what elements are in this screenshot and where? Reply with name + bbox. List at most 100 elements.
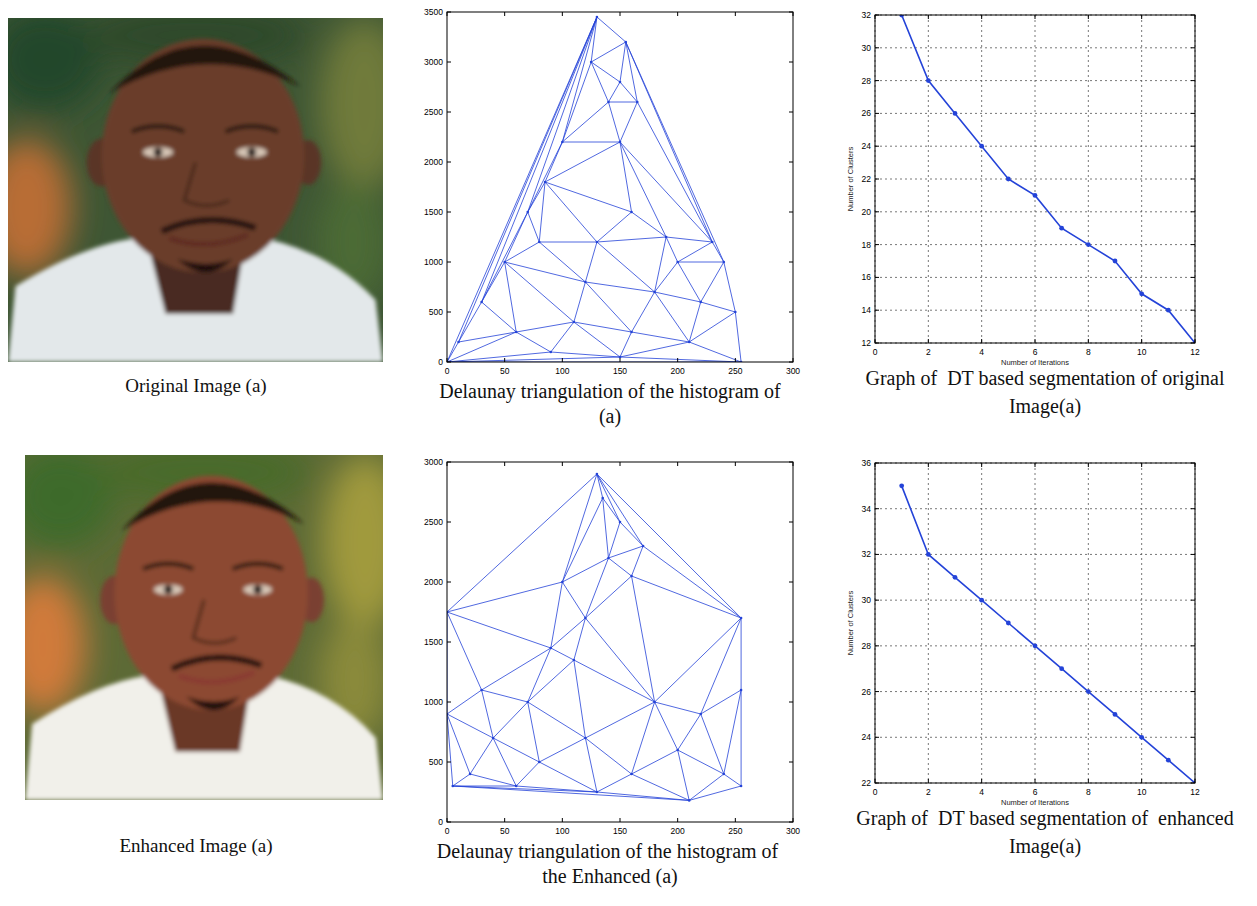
triangle-edge: [603, 498, 609, 558]
histogram-point: [480, 689, 483, 692]
histogram-point: [688, 799, 691, 802]
histogram-point: [607, 101, 610, 104]
series-line: [902, 486, 1195, 783]
caption-line: Graph of DT based segmentation of origin…: [866, 367, 1225, 390]
triangle-edge: [689, 312, 735, 342]
triangle-edge: [678, 242, 713, 262]
y-tick-label: 26: [862, 687, 872, 697]
y-tick-label: 2500: [424, 517, 443, 527]
x-tick-label: 4: [979, 347, 984, 357]
triangle-edge: [528, 648, 551, 702]
triangle-edge: [482, 648, 551, 690]
triangle-edge: [551, 322, 574, 352]
triangle-edge: [574, 660, 655, 702]
y-tick-label: 500: [429, 757, 443, 767]
brow: [132, 126, 185, 131]
x-tick-label: 250: [728, 366, 742, 376]
y-tick-label: 500: [429, 307, 443, 317]
triangle-edge: [620, 142, 712, 242]
y-tick: [447, 262, 451, 263]
triangle-edge: [447, 582, 562, 612]
x-tick: [1035, 339, 1036, 343]
triangle-edge: [562, 474, 597, 582]
triangle-edge: [447, 342, 459, 362]
triangle-edge: [493, 738, 516, 786]
x-tick: [1088, 339, 1089, 343]
x-tick: [504, 358, 505, 362]
triangle-edge: [620, 42, 626, 82]
triangle-edge: [632, 546, 644, 576]
histogram-point: [561, 141, 564, 144]
x-tick-label: 2: [926, 347, 931, 357]
triangle-edge: [591, 42, 626, 62]
caption-line: Graph of DT based segmentation of enhanc…: [856, 807, 1233, 830]
caption-line: the Enhanced (a): [542, 865, 677, 888]
pupil: [164, 585, 173, 594]
histogram-point: [711, 241, 714, 244]
triangle-edge: [447, 612, 551, 648]
x-tick-label: 8: [1086, 347, 1091, 357]
triangle-edge: [603, 498, 620, 522]
histogram-point: [630, 575, 633, 578]
triangle-edge: [655, 237, 667, 292]
triangle-edge: [562, 582, 585, 618]
triangle-edge: [620, 342, 689, 357]
histogram-point: [596, 473, 599, 476]
plot-area: [875, 15, 1195, 343]
series-marker: [1059, 226, 1064, 231]
grid-line: [875, 47, 1195, 48]
mustache: [162, 220, 256, 231]
triangle-edge: [447, 357, 620, 362]
triangle-edge: [562, 558, 608, 582]
y-tick-label: 1500: [424, 637, 443, 647]
hair: [109, 45, 300, 93]
head: [102, 39, 305, 273]
x-tick: [504, 12, 505, 16]
x-tick: [735, 462, 736, 466]
brow: [226, 126, 279, 131]
axes-frame: [875, 15, 1195, 343]
triangle-edge: [545, 182, 597, 242]
triangle-edge: [678, 714, 701, 750]
eye: [154, 584, 183, 594]
x-tick-label: 4: [979, 787, 984, 797]
x-axis-title: Number of Iterations: [1001, 798, 1069, 807]
caption-line: Image(a): [1009, 835, 1081, 858]
triangle-edge: [493, 738, 539, 762]
y-tick-label: 26: [862, 108, 872, 118]
x-tick: [1088, 779, 1089, 783]
triangle-edge: [562, 17, 597, 142]
chart: 0246810121214161820222426283032Number of…: [846, 10, 1200, 367]
histogram-point: [515, 785, 518, 788]
y-tick-label: 30: [862, 595, 872, 605]
y-tick-label: 24: [862, 732, 872, 742]
series-marker: [953, 111, 958, 116]
y-tick-label: 1000: [424, 257, 443, 267]
histogram-point: [526, 211, 529, 214]
y-tick: [789, 262, 793, 263]
x-tick: [981, 15, 982, 19]
histogram-point: [561, 581, 564, 584]
y-tick-label: 30: [862, 43, 872, 53]
triangle-edge: [539, 762, 597, 792]
photo: [8, 18, 383, 362]
triangle-edge: [585, 282, 631, 332]
y-tick: [447, 112, 451, 113]
y-tick: [875, 600, 879, 601]
y-tick: [875, 691, 879, 692]
histogram-point: [636, 101, 639, 104]
caption-line: Delaunay triangulation of the histogram …: [437, 840, 784, 863]
series-marker: [1006, 621, 1011, 626]
y-tick: [875, 47, 879, 48]
histogram-point: [740, 689, 743, 692]
histogram-point: [492, 737, 495, 740]
y-tick-label: 1000: [424, 697, 443, 707]
histogram-point: [596, 791, 599, 794]
x-tick: [677, 462, 678, 466]
x-tick: [928, 15, 929, 19]
triangle-edge: [528, 660, 574, 702]
x-tick-label: 50: [500, 366, 510, 376]
histogram-point: [515, 331, 518, 334]
grid-line: [875, 277, 1195, 278]
x-tick: [1141, 779, 1142, 783]
